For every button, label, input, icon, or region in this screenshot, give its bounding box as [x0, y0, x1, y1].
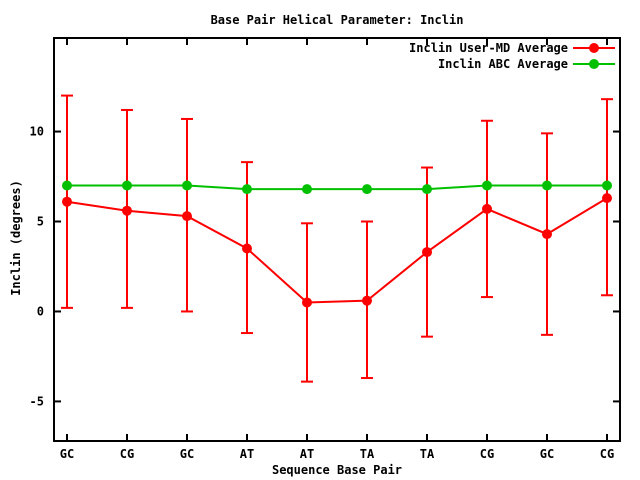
- x-axis-label: Sequence Base Pair: [271, 463, 403, 477]
- legend-marker: [589, 43, 599, 53]
- x-tick-label: CG: [600, 447, 614, 461]
- x-tick-label: TA: [360, 447, 375, 461]
- y-tick-label: 5: [37, 215, 44, 229]
- series-line-0: [66, 197, 608, 304]
- x-tick-label: CG: [120, 447, 134, 461]
- data-point: [482, 203, 492, 214]
- data-point: [602, 180, 612, 191]
- data-point: [182, 211, 192, 222]
- data-point: [422, 184, 432, 195]
- data-point: [122, 180, 132, 191]
- data-point: [362, 184, 372, 195]
- data-point: [542, 180, 552, 191]
- x-tick-label: AT: [300, 447, 314, 461]
- chart-title: Base Pair Helical Parameter: Inclin: [210, 13, 464, 27]
- legend-marker: [589, 59, 599, 69]
- data-point: [542, 229, 552, 240]
- data-point: [242, 243, 252, 254]
- x-tick-label: AT: [240, 447, 254, 461]
- x-tick-label: CG: [480, 447, 494, 461]
- legend-label: Inclin ABC Average: [438, 57, 568, 71]
- x-tick-label: GC: [540, 447, 554, 461]
- data-point: [422, 247, 432, 258]
- data-point: [62, 196, 72, 207]
- data-point: [302, 184, 312, 195]
- data-point: [62, 180, 72, 191]
- x-tick-label: GC: [180, 447, 194, 461]
- series-line-1: [67, 184, 607, 191]
- data-point: [242, 184, 252, 195]
- plot-frame: [53, 37, 621, 442]
- data-point: [302, 297, 312, 308]
- data-point: [362, 295, 372, 306]
- y-tick-label: -5: [30, 394, 44, 408]
- x-tick-label: GC: [60, 447, 74, 461]
- data-point: [182, 180, 192, 191]
- y-tick-label: 10: [30, 125, 44, 139]
- x-tick-label: TA: [420, 447, 435, 461]
- y-tick-label: 0: [37, 304, 44, 318]
- data-point: [482, 180, 492, 191]
- legend-label: Inclin User-MD Average: [409, 41, 568, 55]
- data-point: [602, 193, 612, 204]
- data-point: [122, 205, 132, 216]
